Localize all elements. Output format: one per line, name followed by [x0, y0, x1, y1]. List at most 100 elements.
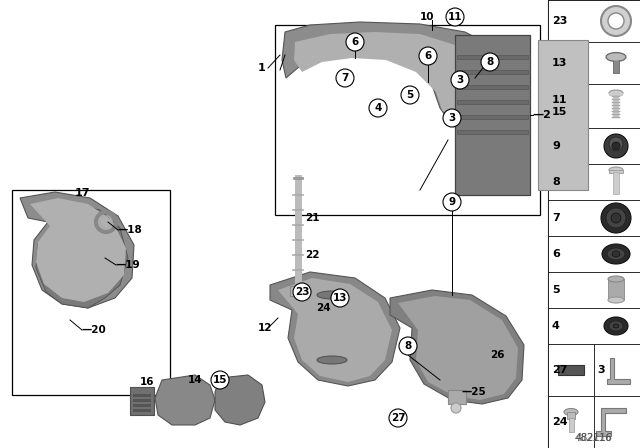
Bar [457, 85, 528, 89]
Circle shape [336, 69, 354, 87]
Bar [457, 115, 528, 119]
Bar [612, 108, 620, 109]
Text: 11: 11 [448, 12, 462, 22]
Bar [548, 0, 640, 448]
Circle shape [443, 193, 461, 211]
Ellipse shape [609, 90, 623, 96]
Bar [612, 95, 620, 97]
Text: 4: 4 [552, 321, 560, 331]
Bar [548, 128, 640, 164]
Text: 23: 23 [552, 16, 568, 26]
Circle shape [331, 289, 349, 307]
Polygon shape [215, 375, 265, 425]
Text: 12: 12 [258, 323, 273, 333]
Ellipse shape [317, 356, 347, 364]
Ellipse shape [608, 297, 624, 303]
Circle shape [369, 99, 387, 117]
Text: —18: —18 [118, 225, 143, 235]
Ellipse shape [602, 244, 630, 264]
Text: 5: 5 [406, 90, 413, 100]
Bar [612, 102, 620, 103]
Text: 15: 15 [212, 375, 227, 385]
Text: 10: 10 [420, 12, 435, 22]
Ellipse shape [608, 276, 624, 282]
Ellipse shape [317, 291, 347, 299]
Polygon shape [607, 358, 630, 384]
Text: 1: 1 [258, 63, 266, 73]
Bar [613, 57, 619, 73]
Bar [457, 55, 528, 59]
Text: 17: 17 [74, 188, 90, 198]
Bar [455, 35, 530, 195]
Bar [133, 404, 151, 407]
Text: 9: 9 [449, 197, 456, 207]
Text: 13: 13 [333, 293, 348, 303]
Circle shape [443, 109, 461, 127]
Bar [548, 200, 640, 236]
Bar [290, 286, 306, 296]
Text: 24: 24 [552, 417, 568, 427]
Ellipse shape [609, 321, 623, 331]
Text: 3: 3 [449, 113, 456, 123]
Text: 5: 5 [552, 285, 559, 295]
Ellipse shape [607, 248, 625, 260]
Text: 6: 6 [424, 51, 431, 61]
Circle shape [401, 86, 419, 104]
Text: 22: 22 [305, 250, 319, 260]
Text: 8: 8 [404, 341, 412, 351]
Polygon shape [398, 296, 518, 400]
Circle shape [211, 371, 229, 389]
Circle shape [446, 8, 464, 26]
Bar [558, 365, 584, 375]
Text: —20: —20 [82, 325, 107, 335]
Text: 482116: 482116 [575, 433, 612, 443]
Bar [608, 279, 624, 300]
Circle shape [419, 47, 437, 65]
Bar [538, 40, 588, 190]
Bar [612, 113, 620, 115]
Ellipse shape [606, 52, 626, 61]
Polygon shape [596, 408, 626, 436]
Bar [613, 96, 619, 118]
Ellipse shape [604, 317, 628, 335]
Text: 7: 7 [552, 213, 560, 223]
Bar [568, 418, 573, 432]
Bar [133, 409, 151, 412]
Circle shape [611, 213, 621, 223]
Bar [448, 390, 466, 404]
Circle shape [346, 33, 364, 51]
Ellipse shape [609, 167, 623, 173]
Text: 6: 6 [552, 249, 560, 259]
Circle shape [601, 6, 631, 36]
Text: 16: 16 [140, 377, 154, 387]
Circle shape [293, 283, 311, 301]
Circle shape [601, 203, 631, 233]
Bar [609, 93, 623, 96]
Bar [548, 308, 640, 344]
Bar [457, 70, 528, 74]
Text: 24: 24 [316, 303, 331, 313]
Ellipse shape [564, 409, 578, 415]
Text: 7: 7 [341, 73, 349, 83]
Circle shape [604, 134, 628, 158]
Bar [548, 164, 640, 200]
Bar [133, 394, 151, 397]
Bar [594, 344, 640, 396]
Bar [594, 396, 640, 448]
Ellipse shape [613, 324, 619, 328]
Circle shape [399, 337, 417, 355]
Text: 13: 13 [552, 58, 568, 68]
Bar [275, 25, 540, 215]
Circle shape [609, 137, 623, 151]
Text: 11
15: 11 15 [552, 95, 568, 117]
Circle shape [612, 142, 620, 150]
Polygon shape [278, 278, 392, 382]
Bar [548, 344, 594, 396]
Circle shape [608, 13, 624, 29]
Bar [12, 190, 170, 395]
Text: 8: 8 [486, 57, 493, 67]
Polygon shape [282, 22, 520, 138]
Polygon shape [155, 375, 215, 425]
Text: 21: 21 [305, 213, 319, 223]
Bar [548, 396, 594, 448]
